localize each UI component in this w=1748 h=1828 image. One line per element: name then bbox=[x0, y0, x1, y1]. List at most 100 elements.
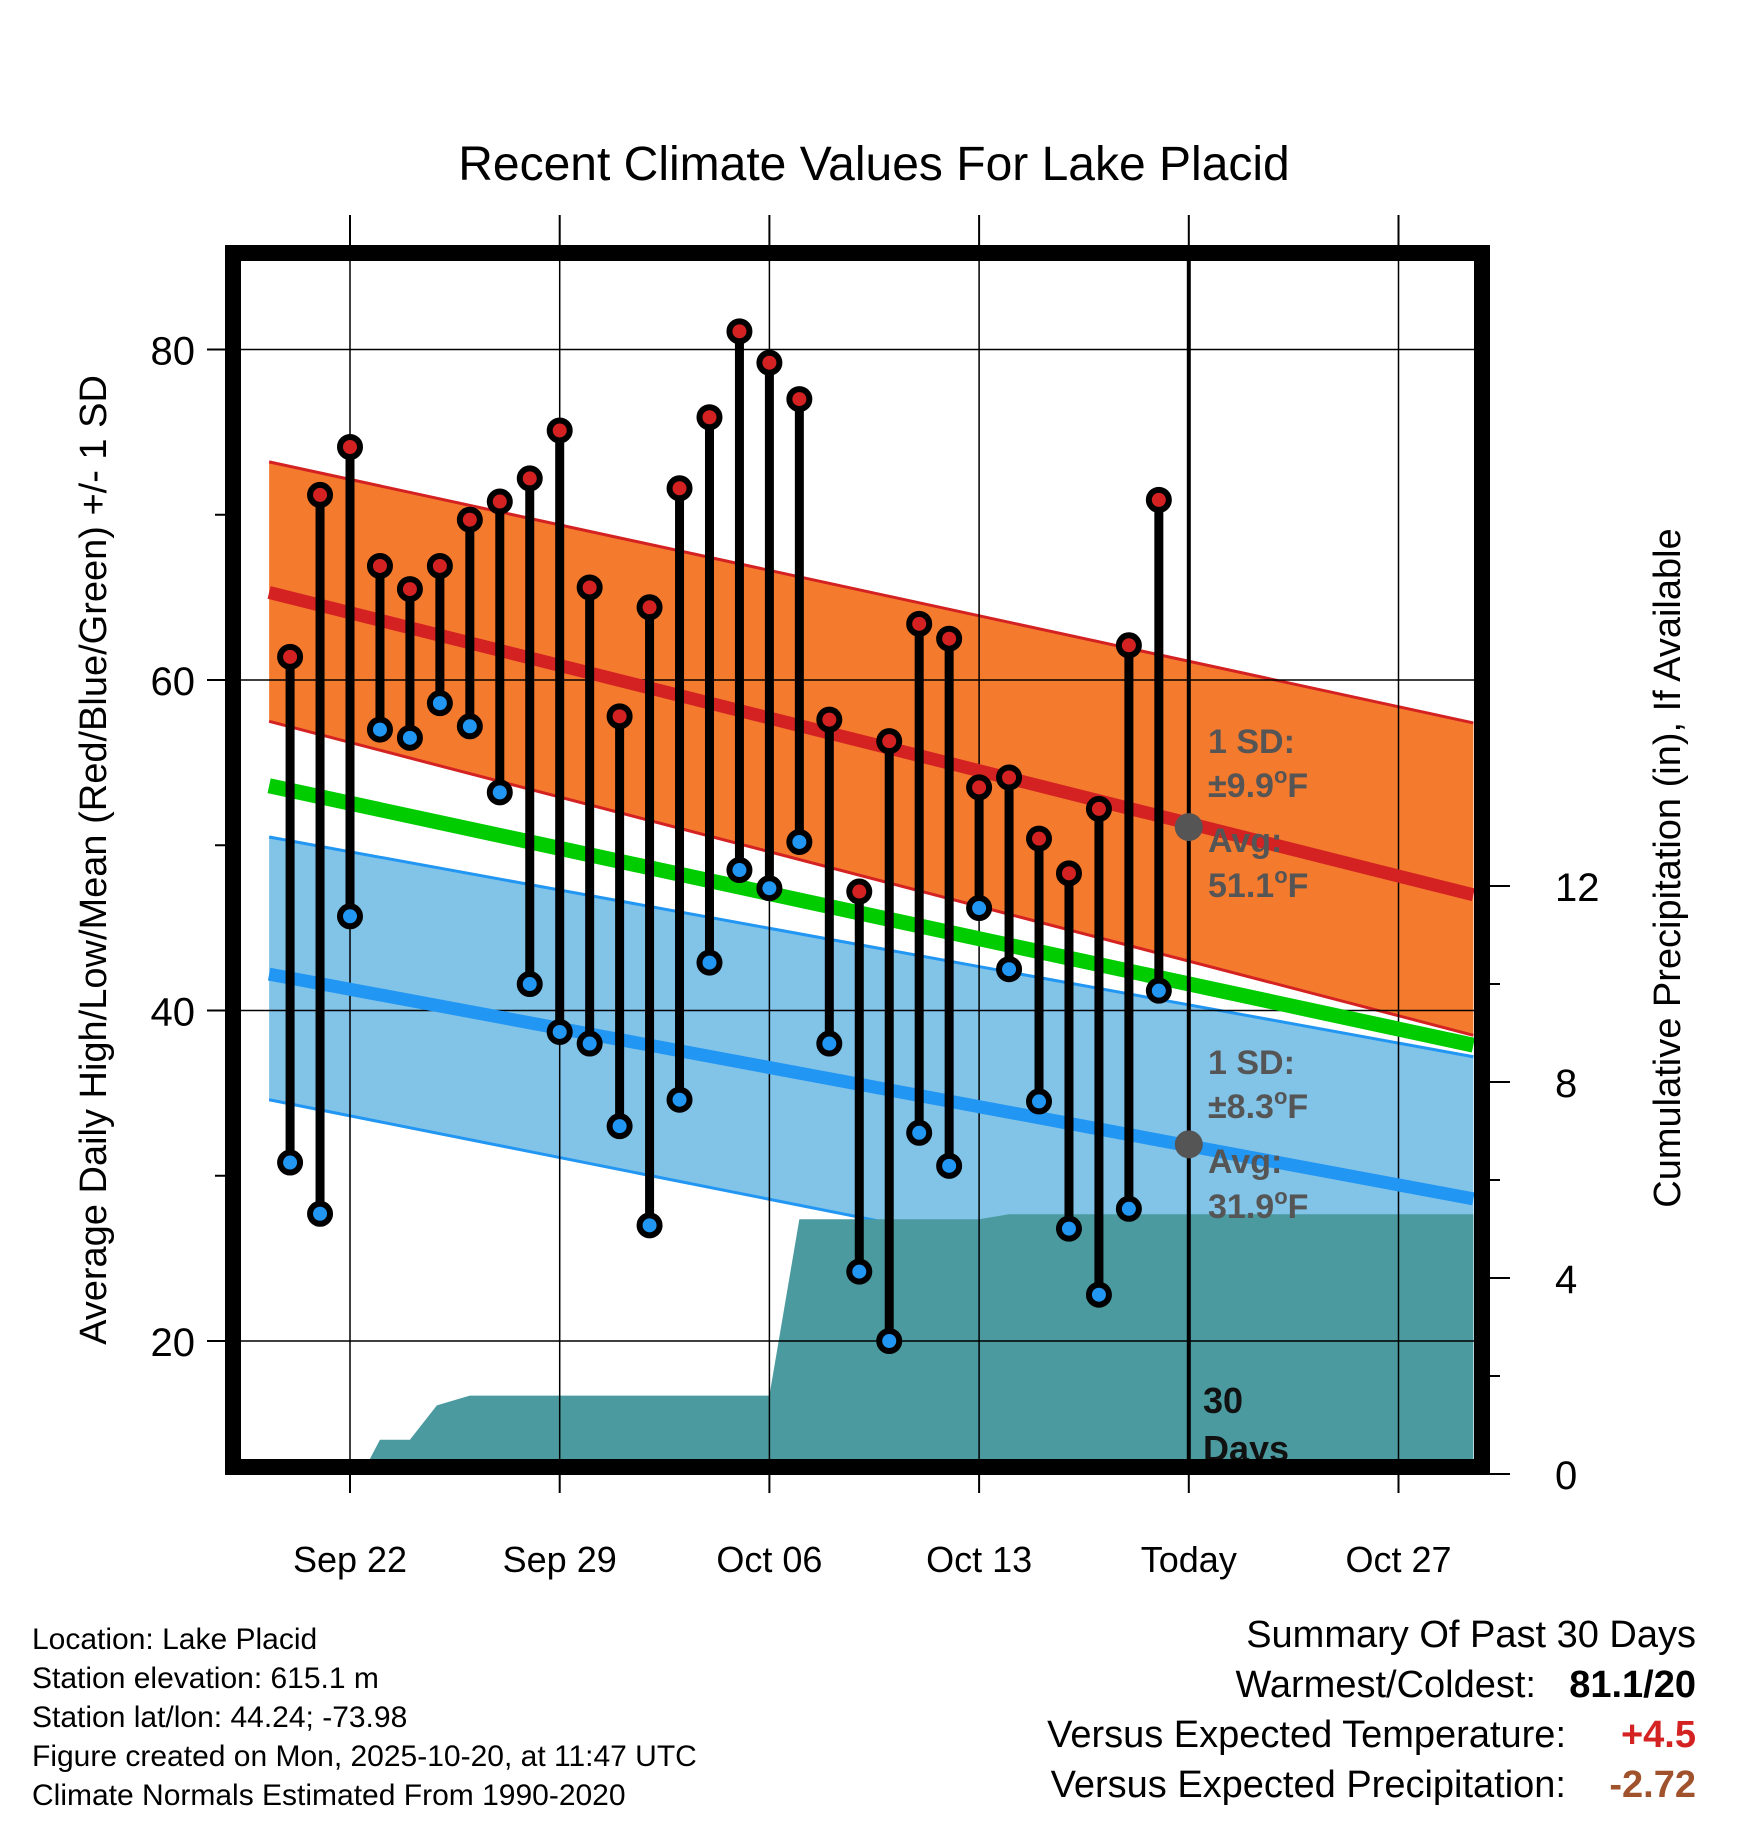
warmest-label: Warmest/Coldest: bbox=[1235, 1664, 1536, 1706]
normals-text: Climate Normals Estimated From 1990-2020 bbox=[32, 1779, 626, 1812]
low-point bbox=[666, 1086, 693, 1113]
plot-frame bbox=[225, 245, 1490, 1475]
low-point bbox=[966, 895, 993, 922]
high-point bbox=[307, 481, 334, 508]
high-point bbox=[486, 488, 513, 515]
high-point bbox=[936, 625, 963, 652]
low-sd-band-upper-edge bbox=[268, 835, 1474, 1059]
high-point bbox=[996, 764, 1023, 791]
high-avg-marker bbox=[1174, 813, 1203, 842]
low-point bbox=[846, 1258, 873, 1285]
high-point bbox=[966, 774, 993, 801]
high-point bbox=[786, 386, 813, 413]
y2-tick-label: 12 bbox=[1555, 866, 1600, 910]
station-metadata: Location: Lake Placid Station elevation:… bbox=[32, 1620, 697, 1815]
y-tick-label: 80 bbox=[151, 330, 196, 374]
precip-value: -2.72 bbox=[1609, 1764, 1696, 1806]
low-point bbox=[996, 956, 1023, 983]
high-point bbox=[846, 878, 873, 905]
high-point bbox=[606, 703, 633, 730]
y-tick-label: 20 bbox=[151, 1321, 196, 1365]
high-sd-label: 1 SD: bbox=[1208, 723, 1295, 761]
high-point bbox=[456, 506, 483, 533]
x-tick-label: Oct 27 bbox=[1345, 1539, 1451, 1580]
y-axis-label: Average Daily High/Low/Mean (Red/Blue/Gr… bbox=[73, 375, 115, 1345]
low-point bbox=[1145, 977, 1172, 1004]
low-point bbox=[726, 857, 753, 884]
high-point bbox=[516, 465, 543, 492]
y2-tick-label: 8 bbox=[1555, 1062, 1577, 1106]
elevation-text: Station elevation: 615.1 m bbox=[32, 1662, 379, 1695]
low-point bbox=[606, 1113, 633, 1140]
low-point bbox=[1085, 1281, 1112, 1308]
low-point bbox=[486, 779, 513, 806]
low-point bbox=[576, 1030, 603, 1057]
high-point bbox=[756, 349, 783, 376]
low-point bbox=[636, 1212, 663, 1239]
days-label-number: 30 bbox=[1203, 1380, 1243, 1421]
low-normal-line bbox=[267, 967, 1475, 1206]
latlon-text: Station lat/lon: 44.24; -73.98 bbox=[32, 1701, 408, 1734]
low-point bbox=[337, 903, 363, 930]
y2-tick-label: 0 bbox=[1555, 1454, 1577, 1498]
location-text: Location: Lake Placid bbox=[32, 1623, 318, 1656]
created-text: Figure created on Mon, 2025-10-20, at 11… bbox=[32, 1740, 697, 1773]
low-point bbox=[366, 716, 393, 743]
high-point bbox=[1085, 795, 1112, 822]
high-sd-band-lower-edge bbox=[268, 719, 1474, 1037]
warmest-value: 81.1/20 bbox=[1569, 1664, 1696, 1706]
high-point bbox=[1115, 632, 1142, 659]
high-point bbox=[546, 417, 573, 444]
high-point bbox=[666, 475, 693, 502]
y-tick-label: 40 bbox=[151, 991, 196, 1035]
low-point bbox=[1026, 1088, 1053, 1115]
precip-layer bbox=[269, 1214, 1474, 1474]
high-point bbox=[366, 552, 393, 579]
low-point bbox=[277, 1149, 304, 1176]
summary-warmest-row: Warmest/Coldest: 81.1/20 bbox=[1047, 1660, 1696, 1710]
high-point bbox=[636, 594, 663, 621]
low-avg-marker bbox=[1174, 1130, 1203, 1159]
high-point bbox=[876, 728, 903, 755]
chart-title: Recent Climate Values For Lake Placid bbox=[458, 138, 1290, 191]
high-point bbox=[576, 574, 603, 601]
summary-temp-row: Versus Expected Temperature: +4.5 bbox=[1047, 1710, 1696, 1760]
precip-label: Versus Expected Precipitation: bbox=[1050, 1764, 1566, 1806]
high-point bbox=[816, 706, 843, 733]
temp-label: Versus Expected Temperature: bbox=[1047, 1714, 1566, 1756]
high-avg-value: 51.1oF bbox=[1208, 863, 1308, 905]
high-point bbox=[426, 552, 453, 579]
low-point bbox=[816, 1030, 843, 1057]
mean-normal-line bbox=[267, 778, 1475, 1053]
low-point bbox=[456, 713, 483, 740]
y2-axis-label: Cumulative Precipitation (in), If Availa… bbox=[1647, 528, 1689, 1207]
low-point bbox=[426, 690, 453, 717]
temp-value: +4.5 bbox=[1620, 1714, 1696, 1756]
x-tick-label: Oct 13 bbox=[926, 1539, 1032, 1580]
low-point bbox=[786, 828, 813, 855]
x-tick-label: Oct 06 bbox=[716, 1539, 822, 1580]
axes: Sep 22 Sep 29 Oct 06 Oct 13 Today Oct 2780604… bbox=[73, 138, 1689, 1580]
summary-heading: Summary Of Past 30 Days bbox=[1246, 1614, 1696, 1656]
low-point bbox=[1115, 1195, 1142, 1222]
precip-area bbox=[269, 1214, 1474, 1474]
low-sd-value: ±8.3oF bbox=[1208, 1084, 1308, 1126]
high-point bbox=[396, 576, 423, 603]
high-point bbox=[906, 610, 933, 637]
observations bbox=[277, 318, 1172, 1354]
low-avg-value: 31.9oF bbox=[1208, 1184, 1308, 1226]
high-point bbox=[1055, 860, 1082, 887]
low-point bbox=[396, 724, 423, 751]
high-sd-value: ±9.9oF bbox=[1208, 763, 1308, 805]
summary-precip-row: Versus Expected Precipitation: -2.72 bbox=[1047, 1760, 1696, 1810]
summary-panel: Summary Of Past 30 Days Warmest/Coldest:… bbox=[1047, 1610, 1696, 1810]
frame bbox=[225, 245, 1490, 1475]
high-point bbox=[337, 433, 363, 460]
low-point bbox=[906, 1119, 933, 1146]
y-tick-label: 60 bbox=[151, 660, 196, 704]
low-point bbox=[1055, 1215, 1082, 1242]
y2-tick-label: 4 bbox=[1555, 1258, 1577, 1302]
low-point bbox=[516, 971, 543, 998]
